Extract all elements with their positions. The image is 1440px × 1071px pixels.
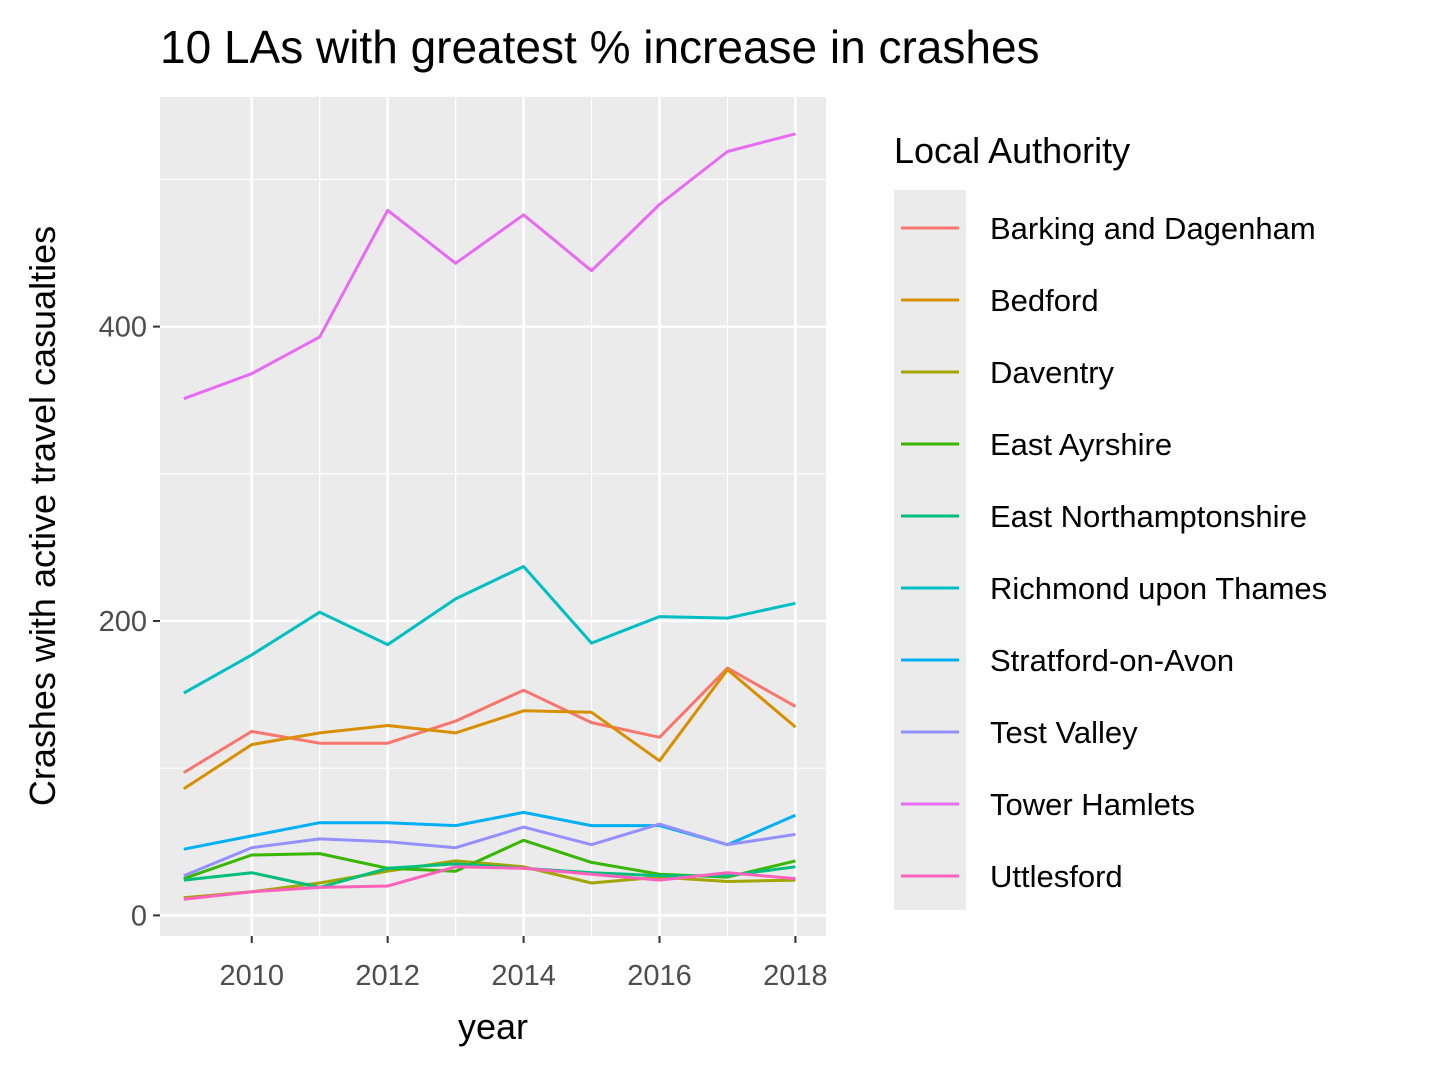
series-line-bedford (182, 668, 797, 791)
x-tick-label: 2010 (219, 960, 284, 992)
x-tick-label: 2012 (355, 960, 420, 992)
grid-lines (160, 97, 826, 936)
plot-panel (160, 97, 826, 936)
legend: Local Authority Barking and Dagenham Bedf… (894, 130, 1327, 910)
y-tick-label: 0 (131, 900, 147, 932)
y-tick-label: 400 (99, 312, 147, 344)
legend-label: Tower Hamlets (990, 787, 1195, 822)
x-tick-label: 2016 (627, 960, 692, 992)
legend-label: East Ayrshire (990, 427, 1172, 462)
x-axis-title: year (458, 1006, 528, 1047)
series-lines (182, 132, 797, 901)
x-tick-label: 2018 (763, 960, 828, 992)
legend-label: Uttlesford (990, 859, 1123, 894)
x-tick-label: 2014 (491, 960, 556, 992)
legend-label: Test Valley (990, 715, 1138, 750)
legend-key-background (894, 190, 966, 910)
legend-title: Local Authority (894, 130, 1130, 171)
legend-label: Daventry (990, 355, 1115, 390)
y-axis: 0 200 400 (99, 312, 160, 932)
series-line-tower-hamlets (183, 132, 796, 401)
legend-label: Bedford (990, 283, 1099, 318)
legend-label: Richmond upon Thames (990, 571, 1327, 606)
chart-title: 10 LAs with greatest % increase in crash… (160, 21, 1040, 73)
series-line-test-valley (183, 822, 796, 878)
legend-label: Stratford-on-Avon (990, 643, 1234, 678)
series-line-richmond-upon-thames (183, 565, 796, 695)
y-tick-label: 200 (99, 606, 147, 638)
legend-label: Barking and Dagenham (990, 211, 1316, 246)
series-line-uttlesford (183, 865, 796, 901)
x-axis: 2010 2012 2014 2016 2018 (219, 936, 828, 992)
series-line-daventry (183, 859, 796, 900)
legend-label: East Northamptonshire (990, 499, 1307, 534)
y-axis-title: Crashes with active travel casualties (22, 226, 63, 806)
